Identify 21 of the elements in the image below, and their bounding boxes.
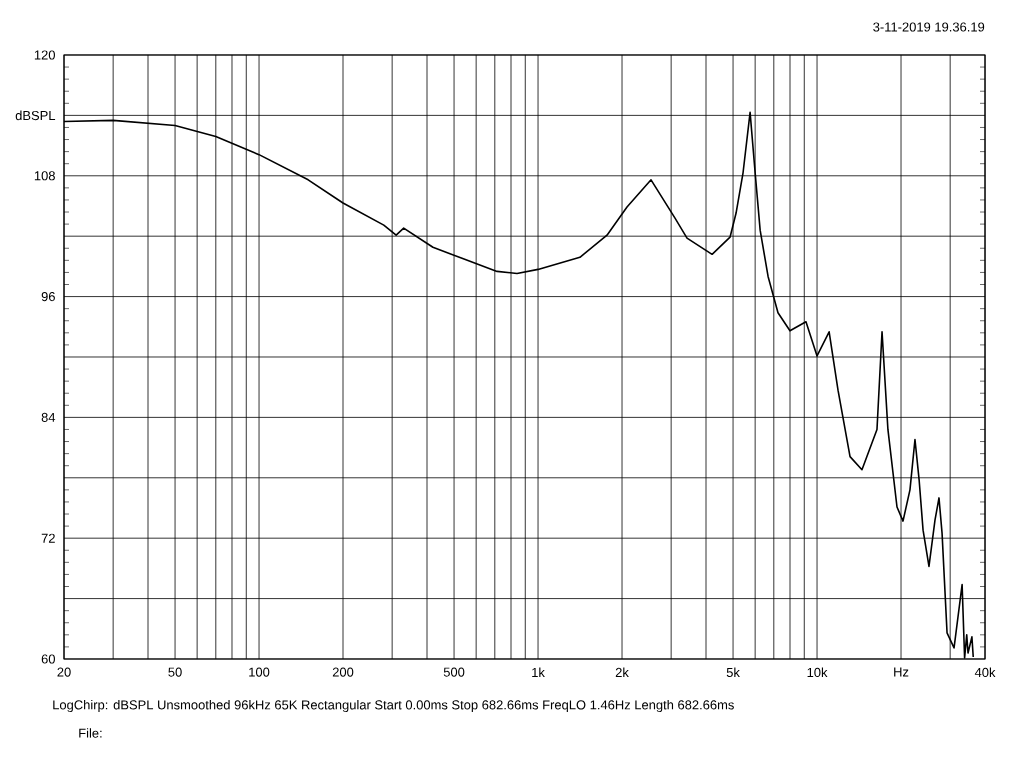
x-tick-label: 200	[332, 667, 354, 677]
x-tick-label: 2k	[615, 667, 629, 677]
text: 3-11-2019 19.36.19	[873, 22, 985, 32]
x-tick-label: 40k	[974, 667, 996, 678]
y-tick-label: 96	[41, 291, 55, 302]
x-tick-label: 50	[168, 667, 182, 677]
x-tick-label: 100	[249, 667, 270, 677]
x-tick-label: Hz	[894, 667, 909, 677]
x-tick-label: 5k	[726, 667, 740, 678]
y-tick-label: 60	[41, 654, 55, 664]
y-tick-label: 84	[41, 412, 56, 422]
y-tick-label: 108	[34, 171, 55, 181]
text: LogChirp: dBSPL Unsmoothed 96kHz 65K Rectangular Start 0.00ms Stop 682.66ms FreqLO 1.46Hz Length 682.66ms	[53, 699, 734, 713]
x-tick-label: 1k	[532, 667, 545, 677]
y-tick-label: 72	[41, 533, 55, 543]
x-tick-label: 20	[57, 667, 71, 677]
x-tick-label: 10k	[807, 667, 828, 678]
text: File:	[79, 728, 102, 738]
y-tick-label: 120	[34, 50, 55, 60]
y-tick-label: dBSPL	[15, 110, 56, 121]
x-tick-label: 500	[443, 667, 465, 677]
